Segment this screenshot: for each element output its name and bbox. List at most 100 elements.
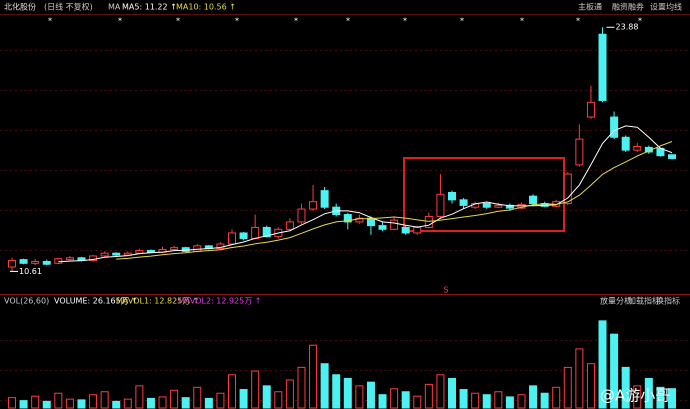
star-marker: * bbox=[176, 17, 180, 26]
volume-bar bbox=[644, 377, 653, 409]
volume-bar bbox=[123, 398, 132, 409]
candle-body bbox=[343, 214, 352, 223]
volume-bar bbox=[633, 385, 642, 409]
volume-bar bbox=[19, 400, 28, 409]
candle-body bbox=[610, 116, 619, 138]
volume-bar bbox=[668, 388, 676, 409]
candle-body bbox=[65, 257, 74, 261]
volume-bar bbox=[505, 396, 514, 409]
volume-bar bbox=[366, 381, 375, 409]
volume-bar bbox=[424, 383, 433, 409]
volume-bar bbox=[31, 395, 40, 409]
stock-name: 北化股份 bbox=[4, 2, 36, 12]
volume-bar bbox=[610, 333, 619, 409]
candle-body bbox=[239, 232, 248, 239]
candle-body bbox=[193, 245, 202, 252]
volume-bar bbox=[320, 363, 329, 409]
volume-bar bbox=[390, 388, 399, 409]
volume-bar bbox=[436, 374, 445, 409]
button[interactable]: 加载指标 bbox=[628, 296, 660, 306]
button[interactable]: 换指标 bbox=[656, 296, 680, 306]
candle-body bbox=[586, 101, 595, 118]
candle-body bbox=[413, 226, 422, 234]
volume-bar bbox=[529, 385, 538, 409]
candle-body bbox=[251, 226, 260, 239]
ma10-line bbox=[116, 141, 673, 260]
peak-label: 23.88 bbox=[616, 23, 639, 32]
volume-bar bbox=[285, 379, 294, 409]
watermark: @A游小哥 bbox=[600, 387, 670, 405]
volume-bar bbox=[112, 400, 121, 409]
volume-bar bbox=[274, 391, 283, 409]
volume-bar bbox=[146, 397, 155, 409]
candle-body bbox=[355, 217, 364, 223]
volume-bar bbox=[251, 370, 260, 409]
volume-bar bbox=[297, 366, 306, 409]
candle-body bbox=[170, 247, 179, 251]
volume-bar bbox=[54, 392, 63, 409]
volume-bar bbox=[378, 394, 387, 409]
star-marker: * bbox=[403, 17, 407, 26]
mavol1-label: MAVOL1: 12.825万 ↑ bbox=[116, 297, 200, 306]
candle-body bbox=[390, 219, 399, 230]
volume-bar bbox=[239, 389, 248, 409]
ma5-label: MA5: 11.22 ↑ bbox=[122, 3, 177, 12]
volume-bar bbox=[621, 366, 630, 409]
candle-body bbox=[135, 249, 144, 254]
volume-bar bbox=[158, 396, 167, 409]
star-marker: * bbox=[294, 17, 298, 26]
candle-body bbox=[401, 226, 410, 234]
candle-body bbox=[621, 136, 630, 151]
volume-bar bbox=[471, 392, 480, 409]
button[interactable]: 设置均线 bbox=[650, 2, 682, 12]
candle-body bbox=[42, 260, 51, 265]
volume-bar bbox=[193, 386, 202, 409]
candle-body bbox=[563, 173, 572, 205]
star-marker: * bbox=[520, 17, 524, 26]
candle-body bbox=[228, 232, 236, 245]
candle-body bbox=[529, 195, 538, 205]
candle-body bbox=[31, 260, 40, 264]
volume-bar bbox=[448, 377, 456, 409]
ma10-label: MA10: 10.56 ↑ bbox=[176, 3, 236, 12]
volume-label: VOLUME: 26.165万 ↑ bbox=[54, 297, 138, 306]
candle-body bbox=[482, 203, 491, 208]
candle-body bbox=[19, 259, 28, 264]
volume-bar bbox=[563, 366, 572, 409]
candle-body bbox=[112, 252, 121, 256]
volume-bar bbox=[170, 389, 179, 409]
button[interactable]: 主板通 bbox=[578, 2, 602, 12]
volume-bar bbox=[575, 348, 584, 409]
candle-body bbox=[54, 258, 63, 264]
volume-bar bbox=[517, 394, 526, 409]
candle-body bbox=[123, 252, 132, 256]
volume-bar bbox=[598, 320, 607, 409]
volume-bar bbox=[459, 389, 468, 409]
volume-bar bbox=[482, 394, 491, 409]
star-marker: * bbox=[460, 17, 464, 26]
star-marker: * bbox=[346, 17, 350, 26]
candle-body bbox=[8, 260, 16, 268]
volume-bar bbox=[77, 399, 86, 409]
candle-body bbox=[146, 249, 155, 253]
star-marker: * bbox=[638, 17, 642, 26]
volume-bar bbox=[586, 363, 595, 409]
star-marker: * bbox=[118, 17, 122, 26]
volume-bar bbox=[8, 397, 16, 409]
candle-body bbox=[262, 226, 271, 238]
signal-marker: S bbox=[443, 286, 448, 295]
volume-bar bbox=[413, 395, 422, 409]
volume-bar bbox=[262, 385, 271, 409]
volume-bar bbox=[228, 374, 236, 409]
volume-bar bbox=[494, 391, 503, 409]
candle-body bbox=[459, 199, 468, 206]
button[interactable]: 放量分析 bbox=[600, 296, 632, 306]
period: (日线 不复权) bbox=[44, 2, 93, 12]
button[interactable]: 融资融券 bbox=[612, 2, 644, 12]
candle-body bbox=[285, 221, 294, 230]
volume-bar bbox=[332, 374, 341, 409]
candle-body bbox=[100, 252, 109, 257]
ma5-line bbox=[58, 125, 673, 263]
